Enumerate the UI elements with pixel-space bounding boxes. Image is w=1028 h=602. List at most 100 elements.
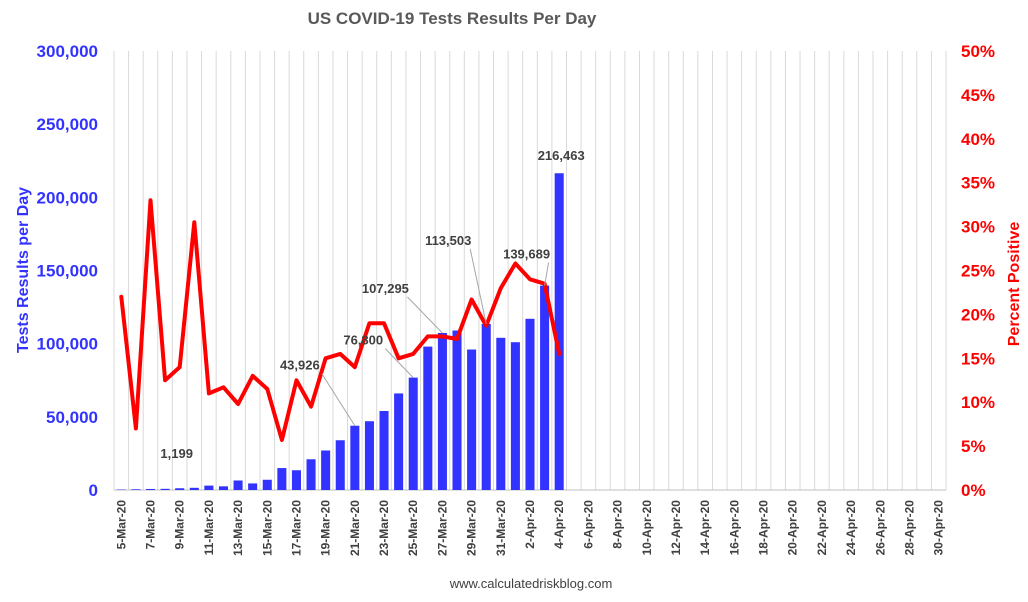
right-tick-label: 35% [961, 174, 995, 193]
left-tick-label: 250,000 [37, 115, 98, 134]
data-label-leader [469, 248, 487, 325]
data-label-leader [544, 262, 550, 286]
x-tick-label: 4-Apr-20 [552, 500, 566, 549]
data-label: 139,689 [503, 247, 550, 262]
x-tick-label: 15-Mar-20 [260, 500, 274, 556]
footer-source: www.calculatedriskblog.com [449, 576, 613, 591]
left-tick-label: 50,000 [46, 408, 98, 427]
x-tick-label: 6-Apr-20 [581, 500, 595, 549]
leader-lines [321, 248, 550, 426]
x-tick-label: 11-Mar-20 [202, 500, 216, 556]
x-tick-label: 26-Apr-20 [873, 500, 887, 556]
x-tick-label: 2-Apr-20 [523, 500, 537, 549]
bar [248, 483, 258, 490]
bar [525, 318, 535, 490]
bar [175, 488, 185, 490]
data-label-leader [384, 348, 414, 378]
data-label: 113,503 [425, 233, 471, 248]
bar [481, 323, 491, 490]
x-tick-label: 18-Apr-20 [757, 500, 771, 556]
bar [540, 285, 550, 490]
bars [116, 173, 564, 490]
bar [408, 377, 418, 490]
x-tick-label: 22-Apr-20 [815, 500, 829, 556]
bar [452, 330, 462, 490]
bar [510, 342, 520, 490]
bar [160, 488, 170, 490]
bar [554, 173, 564, 490]
right-tick-label: 10% [961, 393, 995, 412]
x-tick-label: 17-Mar-20 [289, 500, 303, 556]
data-label: 1,199 [160, 446, 193, 461]
left-tick-label: 300,000 [37, 42, 98, 61]
bar [131, 489, 141, 490]
x-axis-ticks: 5-Mar-20 7-Mar-20 9-Mar-20 11-Mar-20 13-Mar-… [114, 500, 945, 556]
x-tick-label: 13-Mar-20 [231, 500, 245, 556]
bar [218, 486, 228, 490]
bar [364, 421, 374, 490]
x-tick-label: 24-Apr-20 [844, 500, 858, 556]
bar [306, 459, 316, 490]
left-axis-label: Tests Results per Day [15, 187, 32, 353]
x-tick-label: 7-Mar-20 [143, 500, 157, 550]
right-axis-ticks: 0% 5% 10% 15% 20% 25% 30% 35% 40% 45% 50% [961, 42, 995, 500]
grid [113, 51, 947, 491]
x-tick-label: 30-Apr-20 [932, 500, 946, 556]
right-tick-label: 20% [961, 305, 995, 324]
bar [204, 485, 214, 490]
x-tick-label: 29-Mar-20 [465, 500, 479, 556]
data-label: 43,926 [280, 358, 320, 373]
bar [350, 425, 360, 490]
bar [423, 346, 433, 490]
x-tick-label: 5-Mar-20 [114, 500, 128, 550]
chart-title: US COVID-19 Tests Results Per Day [308, 9, 597, 28]
x-tick-label: 16-Apr-20 [727, 500, 741, 556]
bar [379, 410, 389, 490]
left-tick-label: 200,000 [37, 188, 98, 207]
right-tick-label: 50% [961, 42, 995, 61]
data-label-leader [407, 296, 443, 334]
x-tick-label: 20-Apr-20 [786, 500, 800, 556]
bar [189, 487, 199, 490]
x-tick-label: 14-Apr-20 [698, 500, 712, 556]
bar [145, 488, 156, 490]
x-tick-label: 28-Apr-20 [903, 500, 917, 556]
right-tick-label: 0% [961, 481, 986, 500]
x-tick-label: 25-Mar-20 [406, 500, 420, 556]
left-tick-label: 150,000 [37, 262, 98, 281]
x-tick-label: 23-Mar-20 [377, 500, 391, 556]
x-tick-label: 9-Mar-20 [173, 500, 187, 550]
x-tick-label: 8-Apr-20 [611, 500, 625, 549]
left-axis-ticks: 0 50,000 100,000 150,000 200,000 250,000 300,0… [37, 42, 98, 500]
bar [394, 393, 404, 490]
x-tick-label: 31-Mar-20 [494, 500, 508, 556]
bar [291, 470, 301, 490]
right-tick-label: 40% [961, 130, 995, 149]
right-tick-label: 30% [961, 218, 995, 237]
bar [496, 337, 506, 490]
bar [262, 479, 272, 490]
x-tick-label: 12-Apr-20 [669, 500, 683, 556]
bar [277, 468, 287, 490]
data-labels: 1,199 43,926 76,800 107,295 113,503 139,689 21… [160, 148, 584, 461]
data-label: 76,800 [343, 333, 383, 348]
bar [321, 450, 331, 490]
right-tick-label: 15% [961, 349, 995, 368]
x-tick-label: 21-Mar-20 [348, 500, 362, 556]
left-tick-label: 100,000 [37, 335, 98, 354]
bar [335, 440, 345, 490]
bar [233, 480, 243, 490]
right-tick-label: 25% [961, 262, 995, 281]
bar [467, 349, 477, 490]
lines [119, 198, 562, 442]
data-label: 216,463 [538, 148, 585, 163]
x-tick-label: 10-Apr-20 [640, 500, 654, 556]
left-tick-label: 0 [89, 481, 98, 500]
data-label: 107,295 [362, 281, 409, 296]
right-tick-label: 5% [961, 437, 986, 456]
data-label-leader [321, 373, 356, 426]
right-axis-label: Percent Positive [1006, 222, 1023, 347]
x-tick-label: 27-Mar-20 [435, 500, 449, 556]
x-tick-label: 19-Mar-20 [319, 500, 333, 556]
